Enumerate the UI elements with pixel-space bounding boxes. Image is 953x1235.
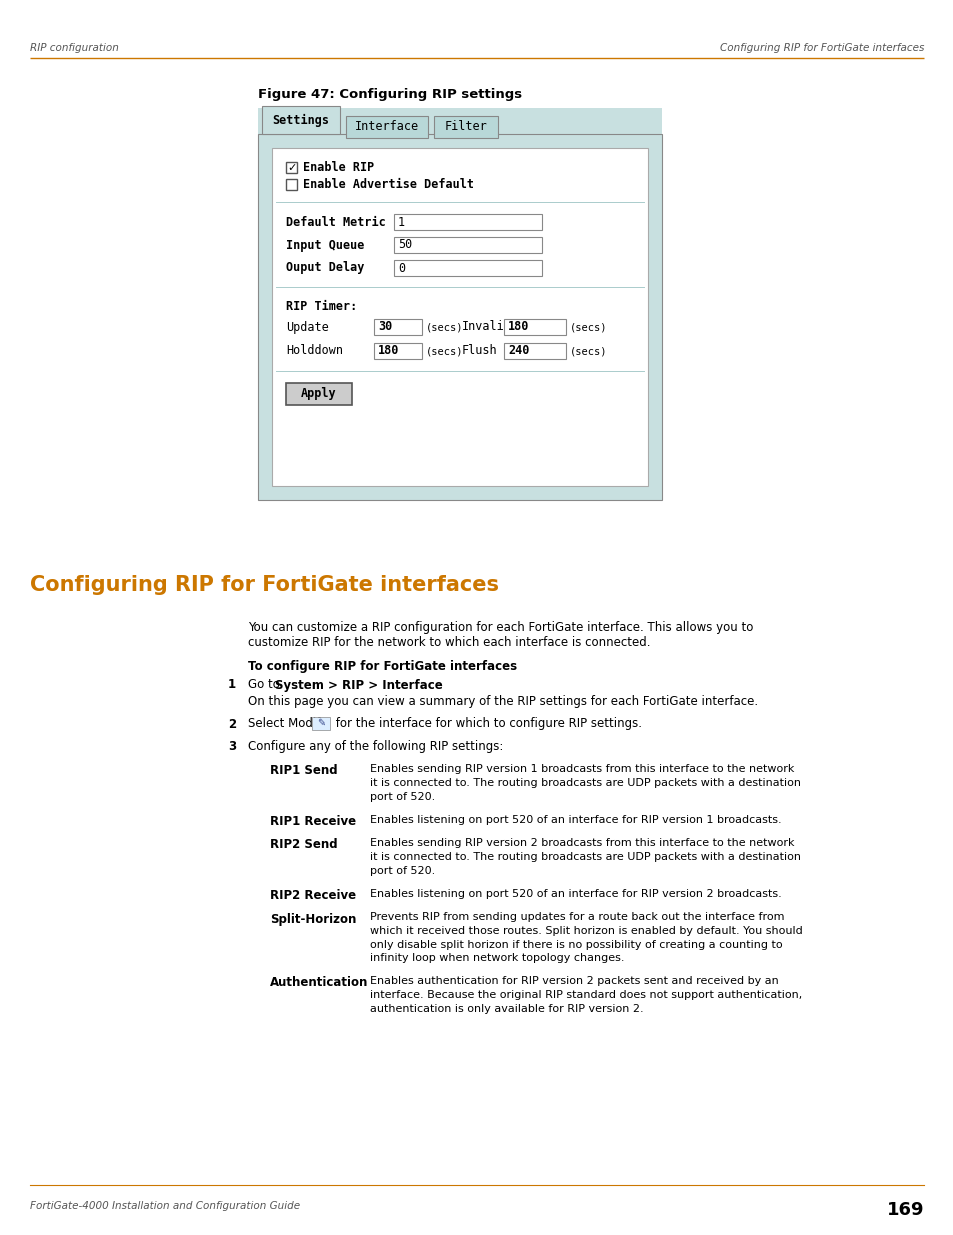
Text: Enables authentication for RIP version 2 packets sent and received by an: Enables authentication for RIP version 2… [370, 977, 778, 987]
Text: Holddown: Holddown [286, 345, 343, 357]
Text: Configuring RIP for FortiGate interfaces: Configuring RIP for FortiGate interfaces [30, 576, 498, 595]
Bar [272, 148, 647, 487]
Bar [286, 179, 296, 190]
Text: Flush: Flush [461, 345, 497, 357]
Text: it is connected to. The routing broadcasts are UDP packets with a destination: it is connected to. The routing broadcas… [370, 852, 801, 862]
Text: RIP2 Receive: RIP2 Receive [270, 889, 355, 902]
Bar [346, 116, 428, 138]
Text: RIP Timer:: RIP Timer: [286, 300, 356, 314]
Text: 1: 1 [397, 215, 405, 228]
Text: 50: 50 [397, 238, 412, 252]
Text: You can customize a RIP configuration for each FortiGate interface. This allows : You can customize a RIP configuration fo… [248, 621, 753, 634]
Bar [374, 319, 421, 335]
Text: On this page you can view a summary of the RIP settings for each FortiGate inter: On this page you can view a summary of t… [248, 695, 758, 708]
Text: Enables sending RIP version 1 broadcasts from this interface to the network: Enables sending RIP version 1 broadcasts… [370, 764, 794, 774]
Text: (secs): (secs) [569, 346, 607, 356]
Text: Input Queue: Input Queue [286, 238, 364, 252]
Text: infinity loop when network topology changes.: infinity loop when network topology chan… [370, 953, 624, 963]
Bar [286, 383, 352, 405]
Bar [394, 237, 541, 253]
Text: which it received those routes. Split horizon is enabled by default. You should: which it received those routes. Split ho… [370, 926, 801, 936]
Text: Default Metric: Default Metric [286, 215, 385, 228]
Text: Enable RIP: Enable RIP [303, 161, 374, 174]
Text: Apply: Apply [301, 388, 336, 400]
Text: ✎: ✎ [316, 718, 324, 727]
Text: Ouput Delay: Ouput Delay [286, 262, 364, 274]
Text: Configure any of the following RIP settings:: Configure any of the following RIP setti… [248, 740, 503, 753]
Bar [394, 261, 541, 275]
Text: Go to: Go to [248, 678, 283, 692]
Text: customize RIP for the network to which each interface is connected.: customize RIP for the network to which e… [248, 636, 650, 648]
Text: Split-Horizon: Split-Horizon [270, 913, 356, 925]
Text: Update: Update [286, 321, 329, 333]
Text: Invalid: Invalid [461, 321, 512, 333]
Text: 180: 180 [377, 345, 399, 357]
Text: Prevents RIP from sending updates for a route back out the interface from: Prevents RIP from sending updates for a … [370, 913, 783, 923]
Text: for the interface for which to configure RIP settings.: for the interface for which to configure… [332, 718, 641, 730]
Text: 0: 0 [397, 262, 405, 274]
Text: only disable split horizon if there is no possibility of creating a counting to: only disable split horizon if there is n… [370, 940, 781, 950]
Text: FortiGate-4000 Installation and Configuration Guide: FortiGate-4000 Installation and Configur… [30, 1200, 300, 1212]
Text: 240: 240 [507, 345, 529, 357]
Text: RIP1 Receive: RIP1 Receive [270, 815, 355, 827]
Text: ✓: ✓ [287, 163, 296, 173]
Text: it is connected to. The routing broadcasts are UDP packets with a destination: it is connected to. The routing broadcas… [370, 778, 801, 788]
Bar [503, 319, 565, 335]
Text: interface. Because the original RIP standard does not support authentication,: interface. Because the original RIP stan… [370, 990, 801, 1000]
Text: (secs): (secs) [426, 346, 463, 356]
Text: port of 520.: port of 520. [370, 866, 435, 876]
Bar [434, 116, 497, 138]
Text: 3: 3 [228, 740, 236, 753]
Text: 169: 169 [885, 1200, 923, 1219]
Text: 2: 2 [228, 718, 236, 730]
Text: RIP configuration: RIP configuration [30, 43, 119, 53]
Text: Figure 47: Configuring RIP settings: Figure 47: Configuring RIP settings [257, 88, 521, 101]
Bar [503, 343, 565, 359]
Text: Filter: Filter [444, 121, 487, 133]
Text: Settings: Settings [273, 114, 329, 126]
Text: Select Modify: Select Modify [248, 718, 331, 730]
Bar [286, 162, 296, 173]
Bar [262, 106, 339, 135]
Text: System > RIP > Interface: System > RIP > Interface [275, 678, 442, 692]
Text: RIP2 Send: RIP2 Send [270, 839, 337, 851]
Text: (secs): (secs) [426, 322, 463, 332]
Bar [257, 135, 661, 500]
Text: port of 520.: port of 520. [370, 792, 435, 802]
Text: 1: 1 [228, 678, 236, 692]
Bar [312, 716, 330, 730]
Text: To configure RIP for FortiGate interfaces: To configure RIP for FortiGate interface… [248, 659, 517, 673]
Text: Interface: Interface [355, 121, 418, 133]
Text: authentication is only available for RIP version 2.: authentication is only available for RIP… [370, 1004, 643, 1014]
Bar [374, 343, 421, 359]
Text: Enable Advertise Default: Enable Advertise Default [303, 178, 474, 191]
Bar [394, 214, 541, 230]
Text: Authentication: Authentication [270, 977, 368, 989]
Text: 180: 180 [507, 321, 529, 333]
Text: RIP1 Send: RIP1 Send [270, 764, 337, 778]
Text: .: . [397, 678, 401, 692]
Text: Enables listening on port 520 of an interface for RIP version 2 broadcasts.: Enables listening on port 520 of an inte… [370, 889, 781, 899]
Text: Configuring RIP for FortiGate interfaces: Configuring RIP for FortiGate interfaces [719, 43, 923, 53]
Text: 30: 30 [377, 321, 392, 333]
Bar [257, 107, 661, 138]
Text: Enables sending RIP version 2 broadcasts from this interface to the network: Enables sending RIP version 2 broadcasts… [370, 839, 794, 848]
Text: (secs): (secs) [569, 322, 607, 332]
Text: Enables listening on port 520 of an interface for RIP version 1 broadcasts.: Enables listening on port 520 of an inte… [370, 815, 781, 825]
